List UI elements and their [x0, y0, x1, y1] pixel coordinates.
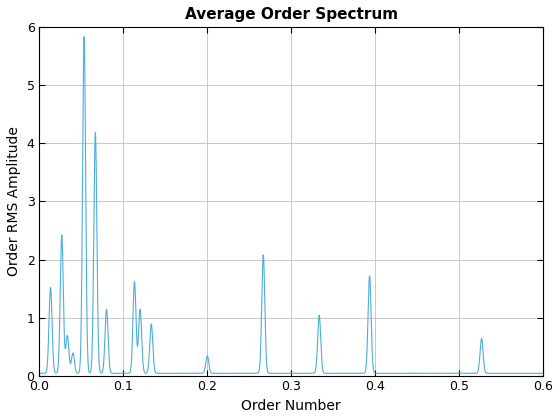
X-axis label: Order Number: Order Number [241, 399, 341, 413]
Title: Average Order Spectrum: Average Order Spectrum [185, 7, 398, 22]
Y-axis label: Order RMS Amplitude: Order RMS Amplitude [7, 126, 21, 276]
